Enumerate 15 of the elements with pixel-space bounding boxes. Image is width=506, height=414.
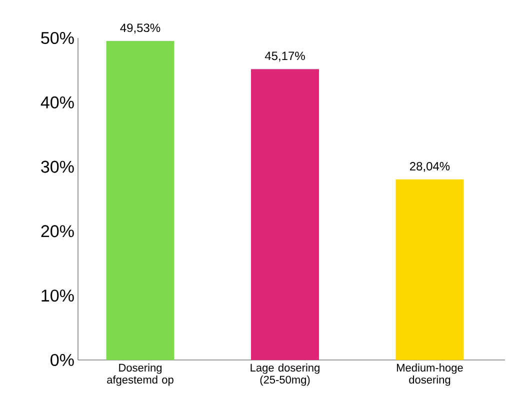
x-tick-label: Lage dosering (25-50mg) xyxy=(250,364,320,386)
y-tick-label: 20% xyxy=(41,225,74,238)
y-tick-label: 0% xyxy=(50,354,74,366)
bar xyxy=(250,69,319,360)
y-tick-label: 30% xyxy=(41,160,74,173)
x-tick-label: Dosering afgestemd op xyxy=(107,364,174,386)
y-tick-label: 10% xyxy=(42,290,74,302)
data-label: 49,53% xyxy=(120,24,160,34)
x-tick-label: Medium-hoge dosering xyxy=(397,364,463,386)
bar xyxy=(396,179,464,360)
y-tick-label: 50% xyxy=(41,32,74,44)
data-label: 28,04% xyxy=(410,162,450,172)
y-tick-label: 40% xyxy=(40,96,74,108)
bar xyxy=(106,41,174,360)
data-label: 45,17% xyxy=(264,52,305,62)
